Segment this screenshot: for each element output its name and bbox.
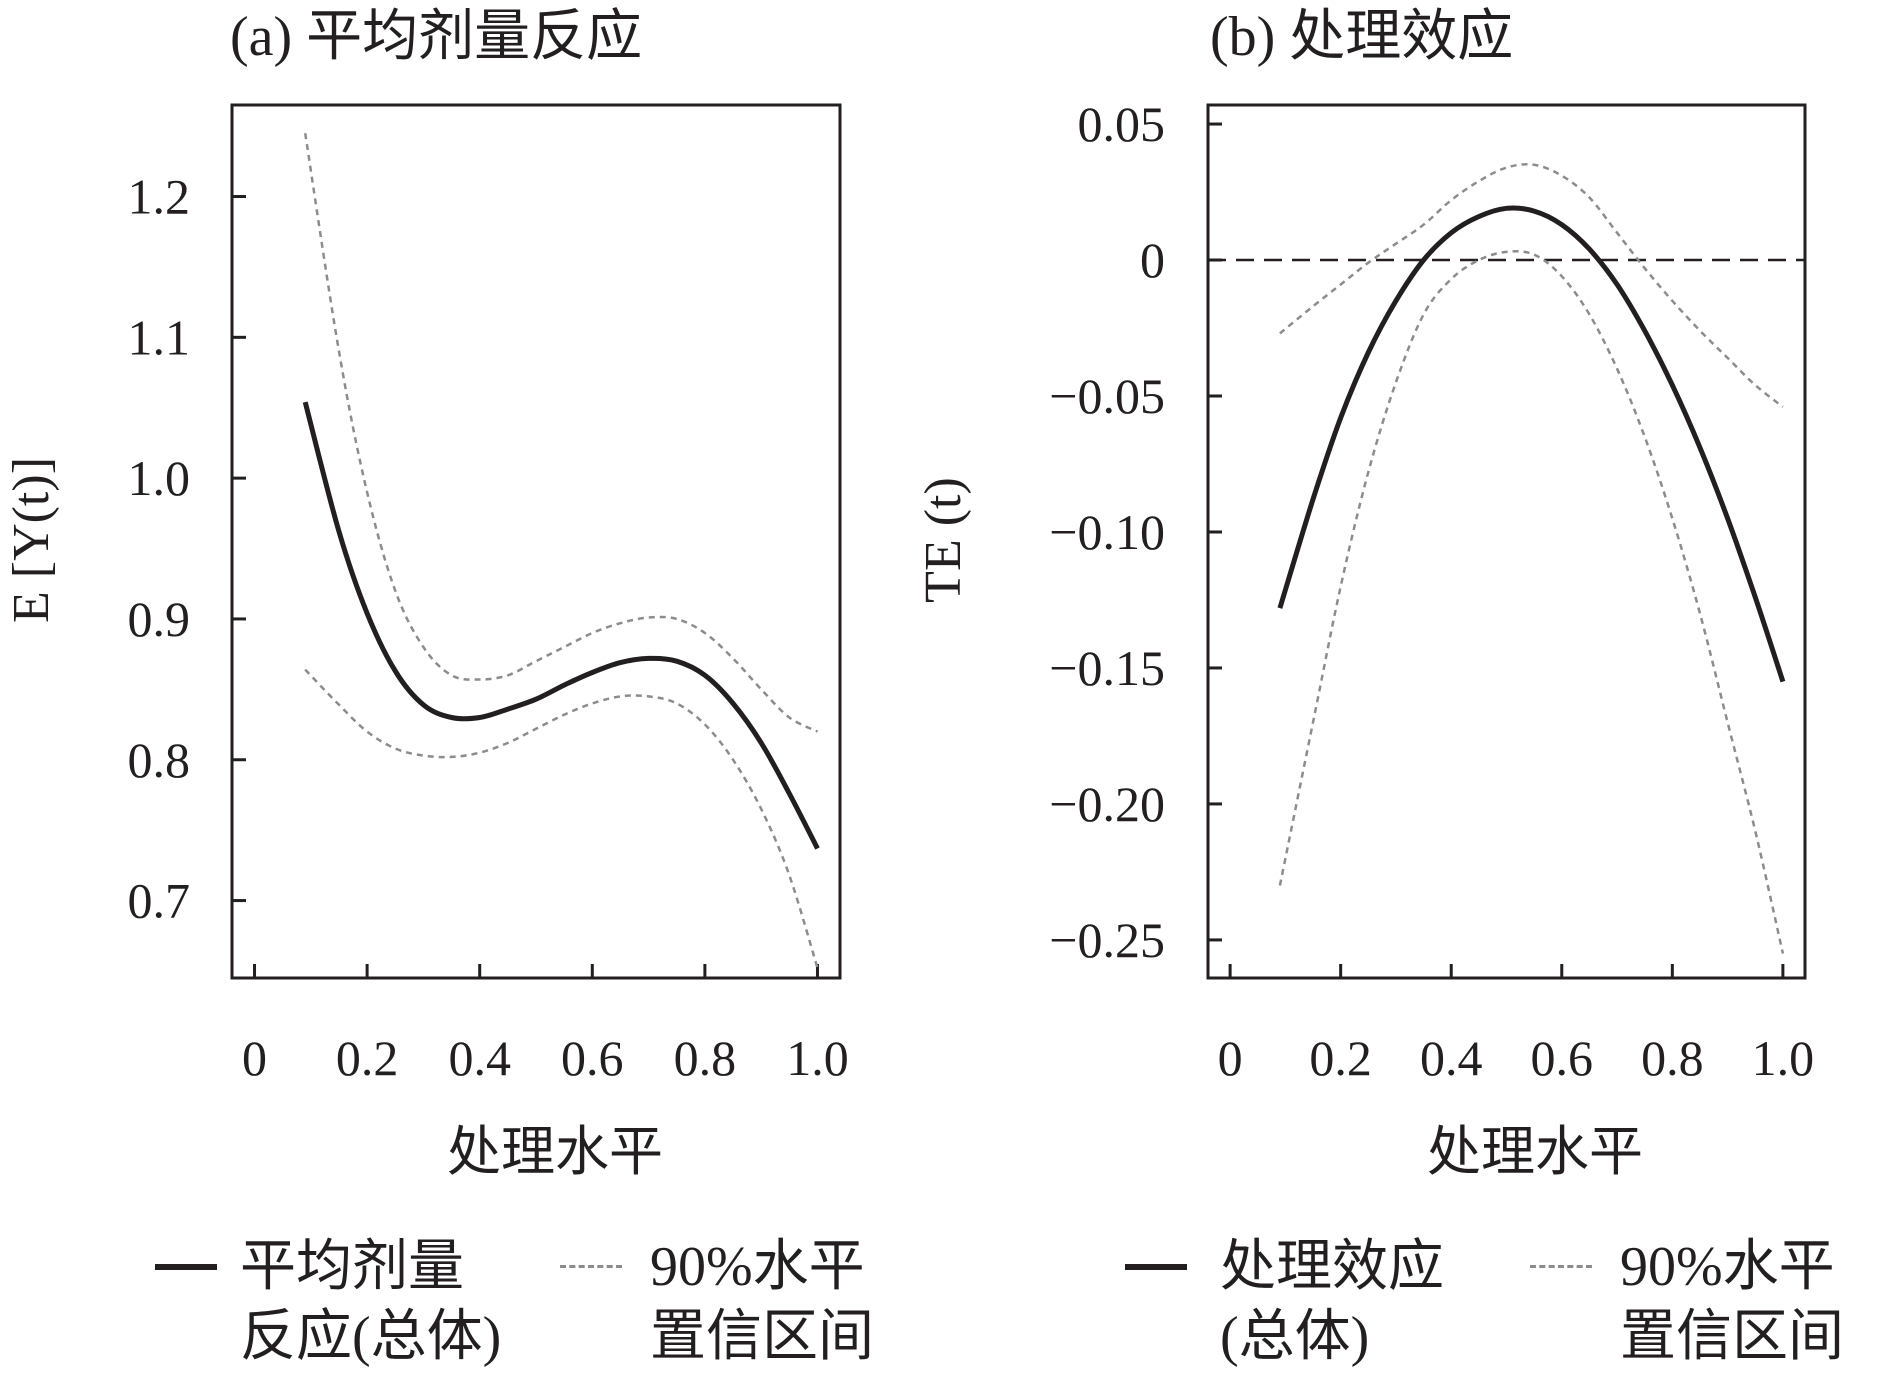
panel-b-frame bbox=[1206, 103, 1807, 980]
y-tick-label: 1.1 bbox=[128, 309, 191, 365]
panel-b-ci-line-2 bbox=[1278, 250, 1785, 954]
legend-b-dash-label: 90%水平 置信区间 bbox=[1620, 1236, 1844, 1368]
legend-a-dash-label: 90%水平 置信区间 bbox=[650, 1236, 874, 1368]
legend-a-dash-swatch bbox=[560, 1265, 622, 1268]
panel-a-title: (a) 平均剂量反应 bbox=[230, 6, 642, 68]
panel-a-y-axis-label: E [Y(t)] bbox=[3, 457, 60, 623]
y-tick-label: 0.9 bbox=[128, 591, 191, 647]
y-tick-label: −0.05 bbox=[1049, 368, 1165, 424]
panel-b-y-axis-label: TE (t) bbox=[915, 477, 972, 603]
legend-b-solid-swatch bbox=[1125, 1264, 1187, 1270]
legend-a-solid-label: 平均剂量 反应(总体) bbox=[240, 1236, 502, 1368]
x-tick-label: 0.4 bbox=[448, 1030, 511, 1086]
x-tick-label: 0.4 bbox=[1420, 1030, 1483, 1086]
x-tick-label: 0.6 bbox=[1531, 1030, 1594, 1086]
legend-b-dash-swatch bbox=[1530, 1265, 1592, 1268]
panel-a-frame bbox=[230, 103, 842, 980]
panel-a-ci-line-2 bbox=[304, 668, 819, 969]
panel-b-x-axis-label: 处理水平 bbox=[1427, 1122, 1643, 1182]
panel-b: (b) 处理效应 0 0.2 0.4 0.6 0.8 1.0 0.05 0 −0.05 −0.10 −… bbox=[915, 6, 1814, 1182]
panel-b-title: (b) 处理效应 bbox=[1210, 6, 1513, 68]
panel-b-main-line bbox=[1277, 205, 1786, 683]
panel-a-x-axis-label: 处理水平 bbox=[447, 1122, 663, 1182]
x-tick-label: 0.8 bbox=[1641, 1030, 1704, 1086]
x-tick-label: 1.0 bbox=[1752, 1030, 1815, 1086]
x-tick-label: 1.0 bbox=[786, 1030, 849, 1086]
x-tick-label: 0.2 bbox=[336, 1030, 399, 1086]
x-tick-label: 0 bbox=[1218, 1030, 1243, 1086]
legend-b: 处理效应 (总体) 90%水平 置信区间 bbox=[1120, 1232, 1884, 1377]
legend-b-solid-label: 处理效应 (总体) bbox=[1220, 1236, 1444, 1368]
panel-a-ci-line-1 bbox=[303, 133, 819, 733]
panel-a: (a) 平均剂量反应 0 0.2 0.4 0.6 0.8 1.0 0.7 0.8 0.9 1.0 1.… bbox=[3, 6, 849, 1182]
x-tick-label: 0.2 bbox=[1309, 1030, 1372, 1086]
y-tick-label: 0.8 bbox=[128, 732, 191, 788]
panel-b-ci-line-1 bbox=[1279, 163, 1784, 408]
y-tick-label: 0.05 bbox=[1078, 96, 1166, 152]
y-tick-label: −0.20 bbox=[1049, 776, 1165, 832]
y-tick-label: 0 bbox=[1140, 232, 1165, 288]
x-tick-label: 0.8 bbox=[674, 1030, 737, 1086]
y-tick-label: −0.25 bbox=[1049, 912, 1165, 968]
y-tick-label: −0.10 bbox=[1049, 504, 1165, 560]
panel-a-main-line bbox=[302, 401, 820, 850]
y-tick-label: 1.0 bbox=[128, 450, 191, 506]
x-tick-label: 0 bbox=[242, 1030, 267, 1086]
y-tick-label: 1.2 bbox=[128, 169, 191, 225]
legend-a-solid-swatch bbox=[155, 1264, 217, 1270]
y-tick-label: −0.15 bbox=[1049, 640, 1165, 696]
y-tick-label: 0.7 bbox=[128, 873, 191, 929]
x-tick-label: 0.6 bbox=[561, 1030, 624, 1086]
legend-a: 平均剂量 反应(总体) 90%水平 置信区间 bbox=[150, 1232, 930, 1377]
